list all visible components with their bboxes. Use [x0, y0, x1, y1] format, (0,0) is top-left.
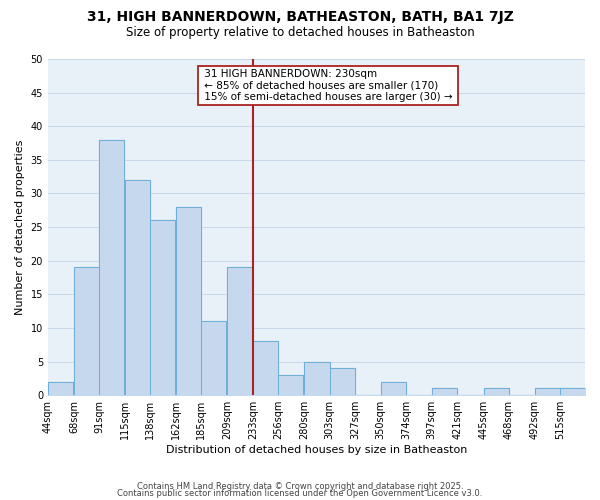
Text: 31 HIGH BANNERDOWN: 230sqm
 ← 85% of detached houses are smaller (170)
 15% of s: 31 HIGH BANNERDOWN: 230sqm ← 85% of deta…	[201, 69, 456, 102]
Text: 31, HIGH BANNERDOWN, BATHEASTON, BATH, BA1 7JZ: 31, HIGH BANNERDOWN, BATHEASTON, BATH, B…	[86, 10, 514, 24]
Text: Size of property relative to detached houses in Batheaston: Size of property relative to detached ho…	[125, 26, 475, 39]
Y-axis label: Number of detached properties: Number of detached properties	[15, 140, 25, 315]
X-axis label: Distribution of detached houses by size in Batheaston: Distribution of detached houses by size …	[166, 445, 467, 455]
Text: Contains public sector information licensed under the Open Government Licence v3: Contains public sector information licen…	[118, 489, 482, 498]
Text: Contains HM Land Registry data © Crown copyright and database right 2025.: Contains HM Land Registry data © Crown c…	[137, 482, 463, 491]
